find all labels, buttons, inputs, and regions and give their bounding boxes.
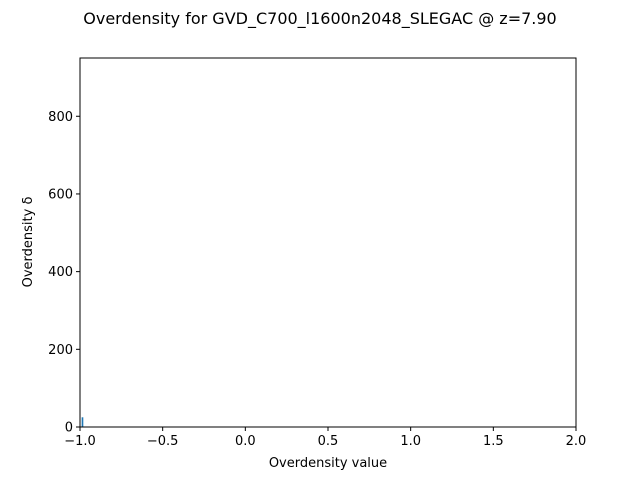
y-tick-label: 800 [48,110,73,125]
x-tick-label: 0.0 [235,434,256,449]
chart-title: Overdensity for GVD_C700_l1600n2048_SLEG… [83,9,556,29]
y-tick-label: 0 [65,421,73,436]
x-axis-label: Overdensity value [269,456,387,471]
plot-area-frame [79,57,577,428]
x-tick-label: 1.5 [483,434,504,449]
x-axis-ticks: −1.0 −0.5 0.0 0.5 1.0 1.5 2.0 [64,427,586,449]
y-axis-label: Overdensity δ [21,197,36,288]
y-tick-label: 200 [48,343,73,358]
histogram-bar [81,417,84,427]
y-tick-label: 600 [48,187,73,202]
histogram-bars [81,417,84,427]
x-tick-label: 1.0 [400,434,421,449]
y-tick-label: 400 [48,265,73,280]
y-axis-ticks: 0 200 400 600 800 [48,110,80,436]
x-tick-label: −1.0 [64,434,96,449]
x-tick-label: −0.5 [147,434,179,449]
x-tick-label: 2.0 [566,434,587,449]
x-tick-label: 0.5 [318,434,339,449]
